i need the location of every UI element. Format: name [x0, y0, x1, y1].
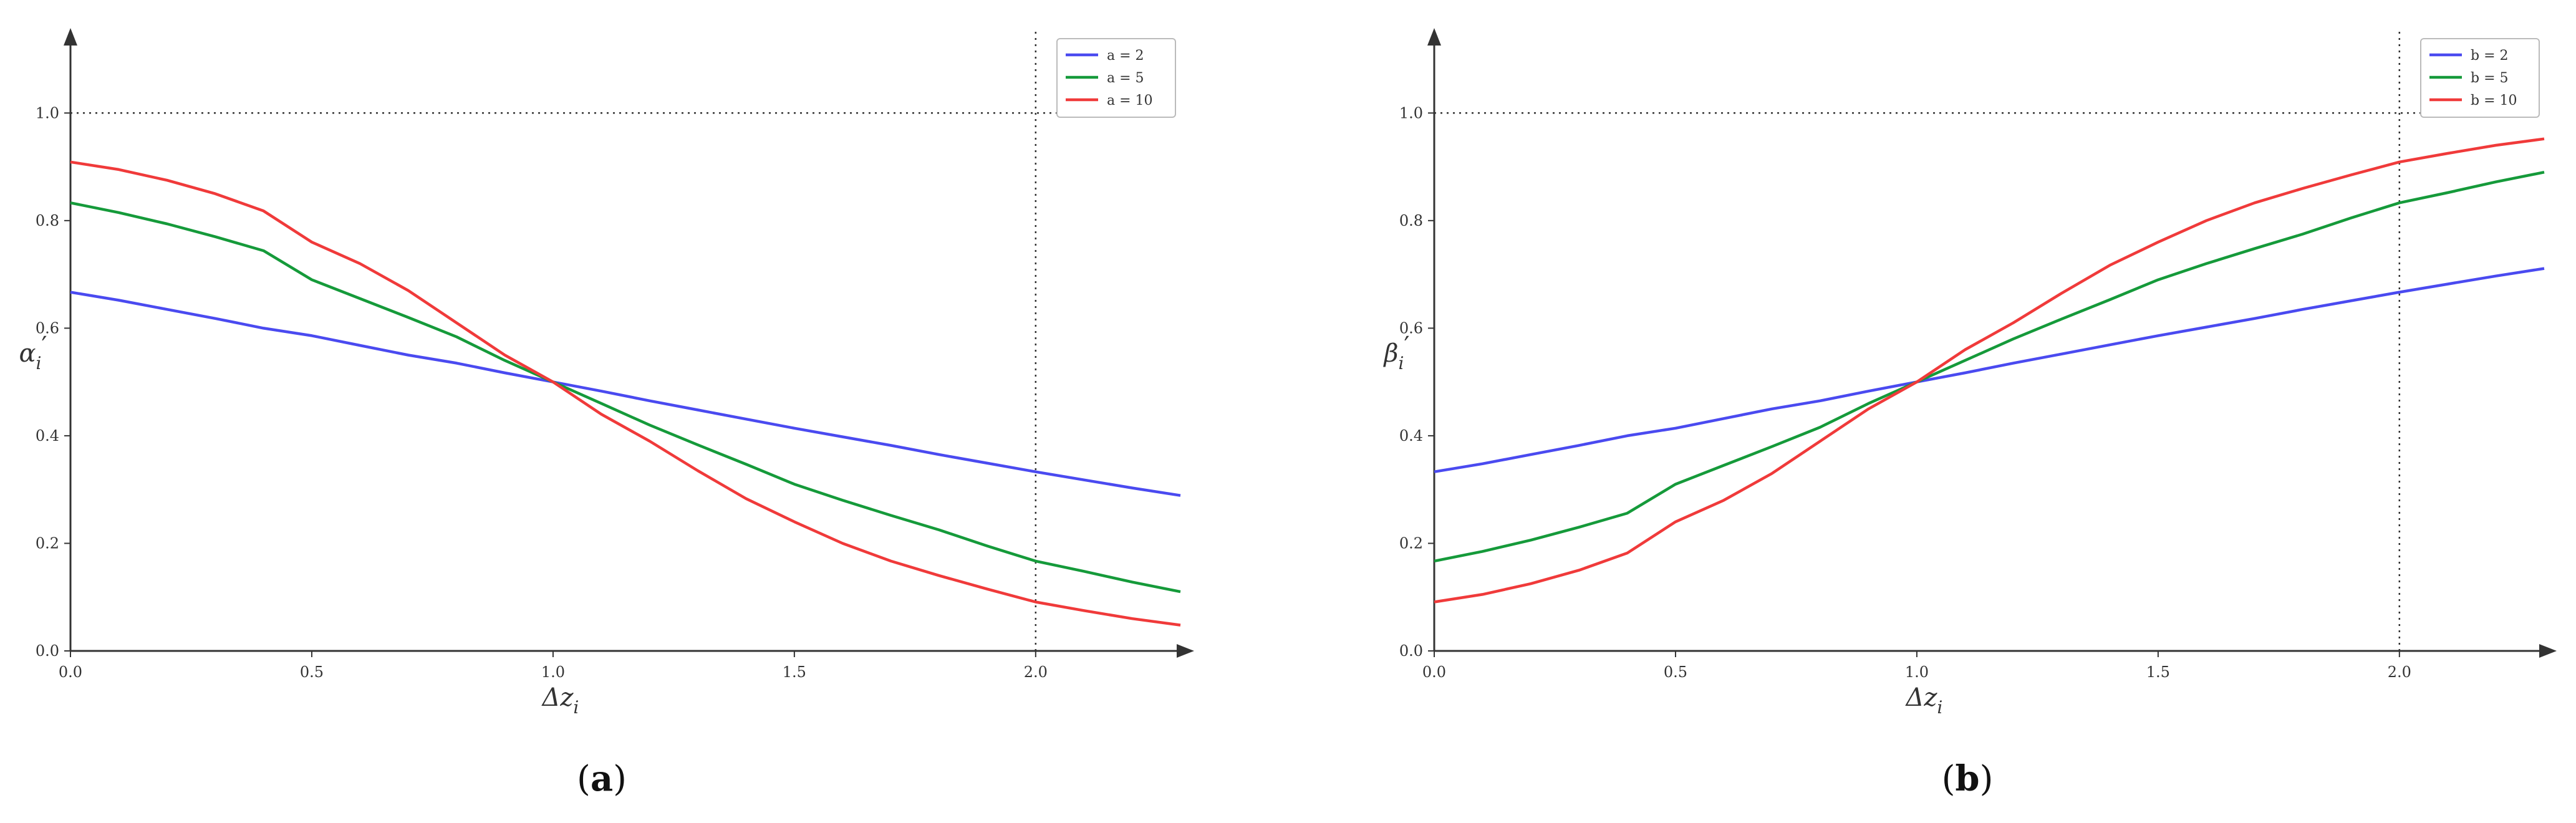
- legend: b = 2 b = 5 b = 10: [2420, 38, 2540, 118]
- y-tick-label: 0.8: [36, 212, 59, 229]
- y-axis-label: αi′: [19, 332, 47, 373]
- x-tick-label: 2.0: [1024, 663, 1048, 681]
- y-tick-label: 1.0: [36, 104, 59, 122]
- x-tick-label: 0.0: [1422, 663, 1446, 681]
- legend-entry-label: a = 5: [1107, 70, 1144, 86]
- x-axis-arrowhead: [2539, 644, 2557, 658]
- x-tick-label: 0.0: [59, 663, 82, 681]
- x-tick-label: 1.0: [541, 663, 565, 681]
- panel-label: (a): [577, 758, 627, 799]
- legend-box: [2420, 38, 2540, 118]
- y-tick-label: 0.6: [36, 319, 59, 337]
- x-tick-label: 0.5: [300, 663, 324, 681]
- series-line: [1434, 170, 2545, 563]
- series-line: [70, 160, 1181, 627]
- x-tick-label: 1.0: [1905, 663, 1929, 681]
- x-tick-label: 1.5: [2146, 663, 2170, 681]
- y-tick-label: 0.4: [36, 427, 59, 445]
- y-tick-label: 1.0: [1399, 104, 1423, 122]
- x-axis-arrowhead: [1177, 644, 1194, 658]
- legend-entry-label: a = 2: [1107, 48, 1144, 64]
- chart-panel-b: 0.0 0.5 1.0 1.5 2.0 0.0 0.2 0.4 0.6 0.8 1.0 βi′ Δzi b…: [1382, 28, 2557, 799]
- panel-label: (b): [1942, 758, 1994, 799]
- legend-box: [1056, 38, 1176, 118]
- y-tick-label: 0.8: [1399, 212, 1423, 229]
- series-line: [1434, 267, 2545, 473]
- legend: a = 2 a = 5 a = 10: [1056, 38, 1176, 118]
- chart-panel-a: 0.0 0.5 1.0 1.5 2.0 0.0 0.2 0.4 0.6 0.8 1.0 αi′ Δzi a…: [19, 28, 1194, 799]
- series-line: [1434, 137, 2545, 604]
- series-line: [70, 291, 1181, 497]
- y-tick-label: 0.0: [36, 642, 59, 660]
- x-axis-label: Δzi: [1904, 683, 1942, 718]
- y-tick-label: 0.2: [1399, 534, 1423, 552]
- legend-entry-label: b = 10: [2471, 93, 2517, 108]
- x-axis-label: Δzi: [541, 683, 579, 718]
- x-tick-label: 0.5: [1664, 663, 1687, 681]
- y-tick-label: 0.2: [36, 534, 59, 552]
- x-tick-label: 1.5: [783, 663, 806, 681]
- legend-entry-label: b = 5: [2471, 70, 2509, 86]
- legend-entry-label: a = 10: [1107, 93, 1153, 108]
- series-line: [70, 201, 1181, 594]
- y-tick-label: 0.0: [1399, 642, 1423, 660]
- y-tick-label: 0.4: [1399, 427, 1423, 445]
- y-tick-label: 0.6: [1399, 319, 1423, 337]
- y-axis-arrowhead: [1427, 28, 1441, 46]
- y-axis-arrowhead: [64, 28, 77, 46]
- y-axis-label: βi′: [1382, 332, 1409, 373]
- x-tick-label: 2.0: [2388, 663, 2411, 681]
- legend-entry-label: b = 2: [2471, 48, 2509, 64]
